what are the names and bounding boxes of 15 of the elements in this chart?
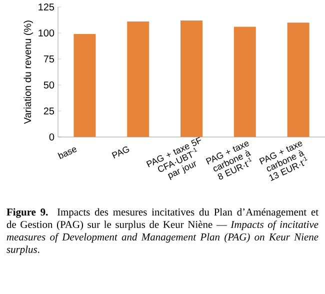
text: Figure 9. Impacts des mesures incitatives du Plan d’Aménagement et de Gestion (PAG) sur le surplus de Keur Niène — Impacts of incitative measures of Development and Management Plan (PAG) on Keur Niene surplus. (6, 208, 318, 256)
bar (234, 26, 256, 137)
y-tick-label: 100 (38, 29, 54, 37)
x-tick-label: base (58, 147, 77, 160)
x-tick-label: PAG (112, 146, 130, 159)
y-tick-label: 25 (44, 107, 54, 115)
bar (180, 20, 202, 137)
bar (287, 22, 310, 137)
bar (127, 22, 150, 137)
bar (74, 34, 96, 137)
y-tick-label: 50 (44, 81, 54, 89)
y-tick-label: 0 (49, 133, 54, 141)
y-axis-title: Variation du revenu (%) (24, 20, 34, 124)
y-tick-label: 75 (44, 56, 54, 62)
y-tick-label: 125 (38, 3, 54, 11)
